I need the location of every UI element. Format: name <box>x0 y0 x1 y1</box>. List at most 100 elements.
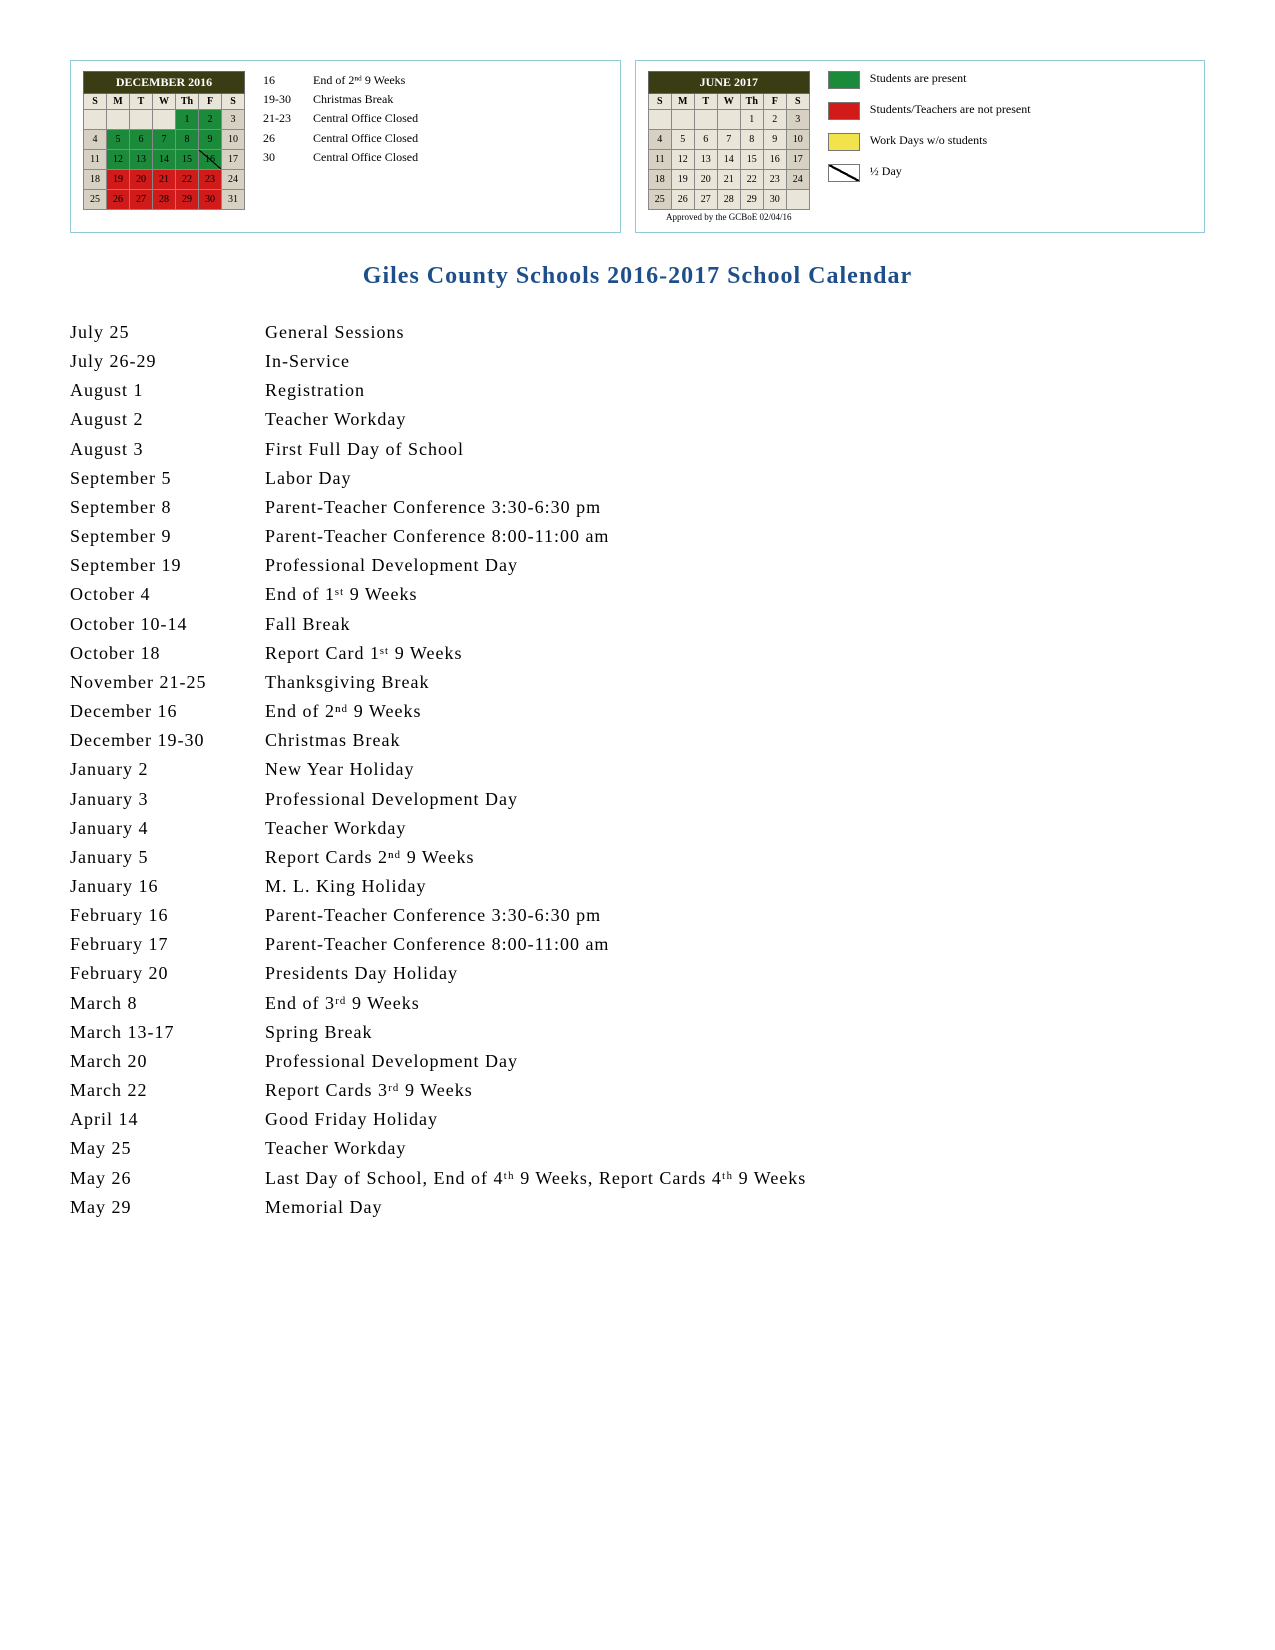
event-date: August 2 <box>70 405 265 434</box>
dow-cell: W <box>153 94 176 110</box>
day-cell <box>107 110 130 130</box>
day-cell: 7 <box>717 130 740 150</box>
event-row: May 26Last Day of School, End of 4ᵗʰ 9 W… <box>70 1164 1205 1193</box>
event-date: May 29 <box>70 1193 265 1222</box>
event-date: March 22 <box>70 1076 265 1105</box>
event-text: M. L. King Holiday <box>265 872 427 901</box>
event-text: General Sessions <box>265 318 404 347</box>
event-date: January 5 <box>70 843 265 872</box>
day-cell: 21 <box>717 170 740 190</box>
event-date: December 16 <box>70 697 265 726</box>
legend-label: Students are present <box>870 71 967 86</box>
day-cell: 20 <box>130 170 153 190</box>
event-date: November 21-25 <box>70 668 265 697</box>
event-text: Good Friday Holiday <box>265 1105 438 1134</box>
day-cell: 15 <box>740 150 763 170</box>
legend-label: Work Days w/o students <box>870 133 987 148</box>
dow-cell: T <box>694 94 717 110</box>
events-list: July 25General SessionsJuly 26-29In-Serv… <box>70 318 1205 1222</box>
december-title: DECEMBER 2016 <box>84 72 245 94</box>
event-text: Parent-Teacher Conference 3:30-6:30 pm <box>265 493 601 522</box>
event-text: New Year Holiday <box>265 755 414 784</box>
event-text: Parent-Teacher Conference 3:30-6:30 pm <box>265 901 601 930</box>
day-cell: 8 <box>176 130 199 150</box>
day-cell <box>84 110 107 130</box>
day-cell <box>717 110 740 130</box>
day-cell: 9 <box>763 130 786 150</box>
note-row: 26Central Office Closed <box>263 129 418 148</box>
event-date: May 26 <box>70 1164 265 1193</box>
day-cell: 1 <box>176 110 199 130</box>
dow-row: SMTWThFS <box>648 94 809 110</box>
event-date: August 1 <box>70 376 265 405</box>
event-row: January 3Professional Development Day <box>70 785 1205 814</box>
event-row: August 2Teacher Workday <box>70 405 1205 434</box>
note-row: 16End of 2ⁿᵈ 9 Weeks <box>263 71 418 90</box>
day-cell <box>786 190 809 210</box>
day-cell: 19 <box>671 170 694 190</box>
event-date: February 17 <box>70 930 265 959</box>
day-cell: 1 <box>740 110 763 130</box>
legend-swatch <box>828 71 860 89</box>
event-row: May 25Teacher Workday <box>70 1134 1205 1163</box>
event-row: January 5Report Cards 2ⁿᵈ 9 Weeks <box>70 843 1205 872</box>
dow-cell: S <box>648 94 671 110</box>
day-cell: 28 <box>717 190 740 210</box>
day-cell: 22 <box>740 170 763 190</box>
dow-row: SMTWThFS <box>84 94 245 110</box>
event-date: July 26-29 <box>70 347 265 376</box>
event-date: January 2 <box>70 755 265 784</box>
event-text: Registration <box>265 376 365 405</box>
day-cell: 5 <box>107 130 130 150</box>
legend: Students are presentStudents/Teachers ar… <box>828 71 1031 182</box>
day-cell: 25 <box>84 190 107 210</box>
week-row: 252627282930 <box>648 190 809 210</box>
day-cell: 18 <box>84 170 107 190</box>
note-key: 26 <box>263 129 313 148</box>
event-date: February 16 <box>70 901 265 930</box>
day-cell: 12 <box>671 150 694 170</box>
approved-text: Approved by the GCBoE 02/04/16 <box>648 212 810 222</box>
top-row: DECEMBER 2016 SMTWThFS 12345678910111213… <box>70 60 1205 233</box>
week-row: 123 <box>84 110 245 130</box>
day-cell <box>671 110 694 130</box>
event-row: December 19-30Christmas Break <box>70 726 1205 755</box>
day-cell: 18 <box>648 170 671 190</box>
day-cell: 2 <box>763 110 786 130</box>
day-cell: 15 <box>176 150 199 170</box>
day-cell: 23 <box>199 170 222 190</box>
event-row: March 8End of 3ʳᵈ 9 Weeks <box>70 989 1205 1018</box>
event-text: In-Service <box>265 347 350 376</box>
event-text: End of 2ⁿᵈ 9 Weeks <box>265 697 421 726</box>
day-cell: 10 <box>786 130 809 150</box>
week-row: 25262728293031 <box>84 190 245 210</box>
dow-cell: W <box>717 94 740 110</box>
event-text: End of 1ˢᵗ 9 Weeks <box>265 580 417 609</box>
event-date: September 8 <box>70 493 265 522</box>
june-calendar: JUNE 2017 SMTWThFS 123456789101112131415… <box>648 71 810 210</box>
day-cell <box>153 110 176 130</box>
legend-label: ½ Day <box>870 164 902 179</box>
event-row: January 4Teacher Workday <box>70 814 1205 843</box>
event-text: Parent-Teacher Conference 8:00-11:00 am <box>265 930 609 959</box>
day-cell: 26 <box>671 190 694 210</box>
event-row: November 21-25Thanksgiving Break <box>70 668 1205 697</box>
day-cell: 13 <box>130 150 153 170</box>
event-row: April 14Good Friday Holiday <box>70 1105 1205 1134</box>
legend-swatch <box>828 102 860 120</box>
note-value: Central Office Closed <box>313 129 418 148</box>
day-cell: 26 <box>107 190 130 210</box>
note-key: 19-30 <box>263 90 313 109</box>
week-row: 45678910 <box>84 130 245 150</box>
day-cell: 10 <box>222 130 245 150</box>
december-calendar: DECEMBER 2016 SMTWThFS 12345678910111213… <box>83 71 245 210</box>
day-cell: 14 <box>717 150 740 170</box>
event-row: May 29Memorial Day <box>70 1193 1205 1222</box>
event-date: August 3 <box>70 435 265 464</box>
dow-cell: F <box>199 94 222 110</box>
event-date: October 18 <box>70 639 265 668</box>
note-key: 30 <box>263 148 313 167</box>
event-row: September 8Parent-Teacher Conference 3:3… <box>70 493 1205 522</box>
june-title: JUNE 2017 <box>648 72 809 94</box>
day-cell <box>648 110 671 130</box>
